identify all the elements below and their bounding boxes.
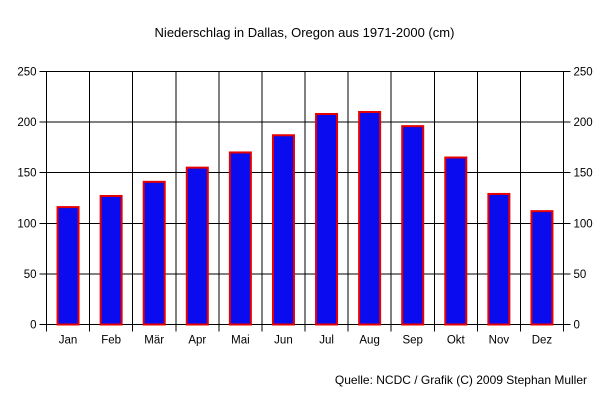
- bar-Mai: [228, 151, 252, 326]
- y-axis-tick-label-right: 100: [574, 218, 593, 230]
- x-axis-month-label: Apr: [188, 335, 206, 347]
- x-axis-month-label: Jul: [319, 335, 334, 347]
- y-axis-tick-label-left: 0: [30, 320, 36, 332]
- bar-Nov: [487, 192, 511, 326]
- y-axis-tick-label-left: 150: [17, 168, 36, 180]
- source-credit: Quelle: NCDC / Grafik (C) 2009 Stephan M…: [334, 373, 587, 387]
- x-axis-month-label: Aug: [359, 335, 379, 347]
- chart-title: Niederschlag in Dallas, Oregon aus 1971-…: [154, 25, 455, 40]
- bar-Apr: [185, 166, 209, 326]
- x-axis-month-label: Mai: [231, 335, 250, 347]
- bar-Sep: [401, 125, 425, 326]
- bar-Jun: [271, 134, 295, 326]
- y-axis-tick-label-right: 200: [574, 117, 593, 129]
- y-axis-tick-label-left: 100: [17, 218, 36, 230]
- x-axis-month-label: Sep: [402, 335, 422, 347]
- bar-Dez: [530, 210, 554, 326]
- bar-Okt: [444, 156, 468, 326]
- bar-Feb: [99, 194, 123, 326]
- bar-Mär: [142, 180, 166, 326]
- y-axis-tick-label-right: 250: [574, 67, 593, 79]
- x-axis-month-label: Nov: [489, 335, 510, 347]
- bar-Jan: [56, 206, 80, 326]
- y-axis-tick-label-left: 50: [24, 269, 37, 281]
- bar-Jul: [315, 113, 339, 326]
- x-axis-month-label: Jun: [274, 335, 293, 347]
- y-axis-tick-label-left: 200: [17, 117, 36, 129]
- x-axis-month-label: Feb: [101, 335, 121, 347]
- y-axis-tick-label-right: 0: [574, 320, 580, 332]
- x-axis-month-label: Okt: [447, 335, 466, 347]
- x-axis-month-label: Jan: [59, 335, 78, 347]
- y-axis-tick-label-right: 150: [574, 168, 593, 180]
- x-axis-month-label: Mär: [144, 335, 164, 347]
- y-axis-tick-label-left: 250: [17, 67, 36, 79]
- bar-Aug: [358, 110, 382, 326]
- x-axis-month-label: Dez: [532, 335, 553, 347]
- y-axis-tick-label-right: 50: [574, 269, 587, 281]
